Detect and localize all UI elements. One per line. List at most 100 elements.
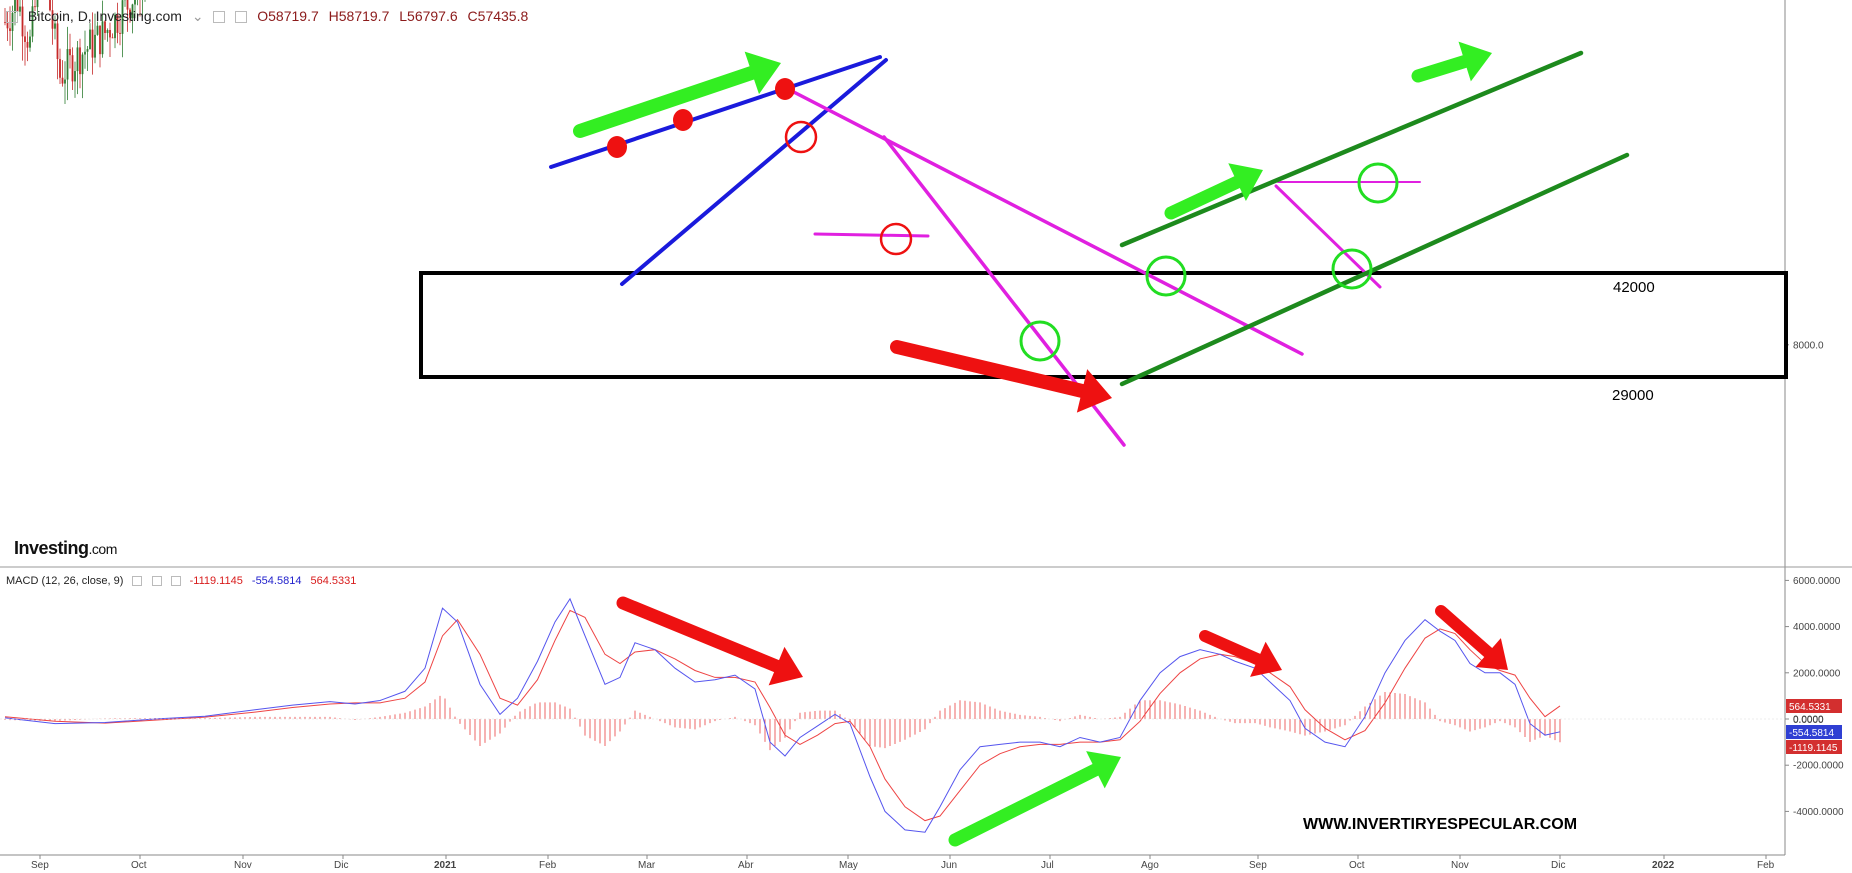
red-arrow-macd-2 [1199, 630, 1264, 666]
time-axis-label: Oct [131, 860, 147, 871]
hide-icon[interactable] [213, 11, 226, 24]
magenta-flag-line [1274, 184, 1382, 289]
investing-logo: Investing.com [14, 538, 117, 559]
candle-body [34, 6, 36, 8]
candle-body [61, 77, 64, 84]
time-axis-label: Dic [1551, 860, 1565, 871]
candle-body [24, 36, 26, 42]
macd-line [4, 597, 1561, 833]
macd-axis-label: -4000.0000 [1793, 807, 1844, 818]
time-axis-label: 2022 [1652, 860, 1675, 871]
time-axis-label: Nov [234, 860, 252, 871]
time-axis-label: Feb [1757, 860, 1775, 871]
candle-body [11, 12, 14, 31]
price-axis-label: 8000.0 [1793, 340, 1824, 351]
candles [4, 0, 146, 105]
macd-histogram [4, 691, 1561, 751]
range-upper-label: 42000 [1613, 279, 1655, 296]
macd-header: MACD (12, 26, close, 9) -1119.1145 -554.… [6, 575, 362, 587]
candle-body [56, 23, 59, 60]
collapse-icon[interactable] [6, 11, 18, 24]
annotations [419, 41, 1788, 847]
macd-value-tag-label: -554.5814 [1789, 728, 1834, 739]
time-axis-label: Dic [334, 860, 348, 871]
candle-body [114, 14, 116, 39]
candle-body [104, 21, 106, 34]
green-lower-channel [1119, 152, 1630, 387]
green-circle-marker [1331, 248, 1373, 290]
green-circle-marker [1145, 255, 1187, 297]
time-axis-label: Oct [1349, 860, 1365, 871]
candle-body [4, 22, 6, 23]
candle-body [96, 25, 99, 35]
candle-body [121, 0, 124, 34]
candle-body [29, 36, 31, 48]
candle-body [51, 10, 54, 29]
candle-body [91, 29, 94, 58]
settings-chevron-icon[interactable]: ⌄ [191, 8, 204, 24]
candle-body [106, 30, 109, 34]
macd-value-tag [1786, 725, 1842, 739]
red-arrow-price-head [1076, 369, 1112, 413]
range-lower-label: 29000 [1612, 387, 1654, 404]
green-arrow-top-left [573, 65, 759, 138]
candle-body [109, 30, 111, 38]
green-arrow-top-right-head [1458, 41, 1492, 82]
peak-marker [673, 109, 693, 131]
candle-body [71, 55, 74, 82]
candle-body [99, 25, 101, 55]
green-arrow-top-right [1411, 54, 1472, 83]
time-axis-label: Ago [1141, 860, 1159, 871]
macd-axis-label: 0.0000 [1793, 715, 1824, 726]
macd-settings-icon[interactable] [151, 576, 162, 587]
candle-body [76, 47, 79, 72]
blue-lower-trendline [620, 58, 888, 286]
candle-body [126, 0, 129, 10]
price-header: Bitcoin, D, Investing.com ⌄ O58719.7 H58… [6, 8, 534, 25]
macd-hide-icon[interactable] [132, 576, 143, 587]
candle-body [26, 41, 29, 48]
macd-value-2: -554.5814 [251, 575, 302, 587]
candle-body [16, 0, 19, 12]
blue-upper-trendline [549, 55, 882, 169]
time-axis-label: Jul [1041, 860, 1054, 871]
green-arrow-macd-head [1086, 751, 1121, 789]
candle-body [31, 6, 34, 37]
high-value: H58719.7 [328, 8, 390, 24]
macd-value-1: -1119.1145 [189, 575, 243, 587]
macd-axis-label: 4000.0000 [1793, 622, 1841, 633]
candle-body [64, 79, 66, 84]
red-arrow-macd-1-head [768, 646, 803, 686]
macd-value-tag [1786, 699, 1842, 713]
time-axis-label: 2021 [434, 860, 457, 871]
candle-body [49, 0, 51, 11]
candle-body [79, 47, 81, 75]
time-axis-label: Feb [539, 860, 557, 871]
range-box [419, 271, 1788, 379]
macd-value-tag [1786, 740, 1842, 754]
watermark: WWW.INVERTIRYESPECULAR.COM [1303, 816, 1577, 833]
red-arrow-macd-3 [1435, 605, 1495, 659]
macd-close-icon[interactable] [170, 576, 181, 587]
candle-body [131, 4, 134, 19]
macd-axis-label: 2000.0000 [1793, 668, 1841, 679]
time-axis-label: Jun [941, 860, 957, 871]
macd-value-tag-label: 564.5331 [1789, 702, 1831, 713]
green-arrow-mid [1164, 175, 1244, 220]
candle-body [101, 21, 104, 55]
macd-value-tag-label: -1119.1145 [1789, 743, 1838, 754]
green-arrow-mid-head [1228, 163, 1263, 201]
candle-body [84, 51, 86, 55]
macd-zero-label: 0.0000 [1793, 715, 1824, 726]
low-value: L56797.6 [399, 8, 458, 24]
candle-body [86, 49, 89, 52]
settings-icon[interactable] [235, 11, 248, 24]
time-axis-label: May [839, 860, 858, 871]
time-axis-label: Mar [638, 860, 656, 871]
red-arrow-macd-1 [616, 596, 784, 673]
candle-body [134, 0, 136, 5]
candle-body [14, 0, 16, 13]
green-arrow-macd [948, 763, 1102, 847]
